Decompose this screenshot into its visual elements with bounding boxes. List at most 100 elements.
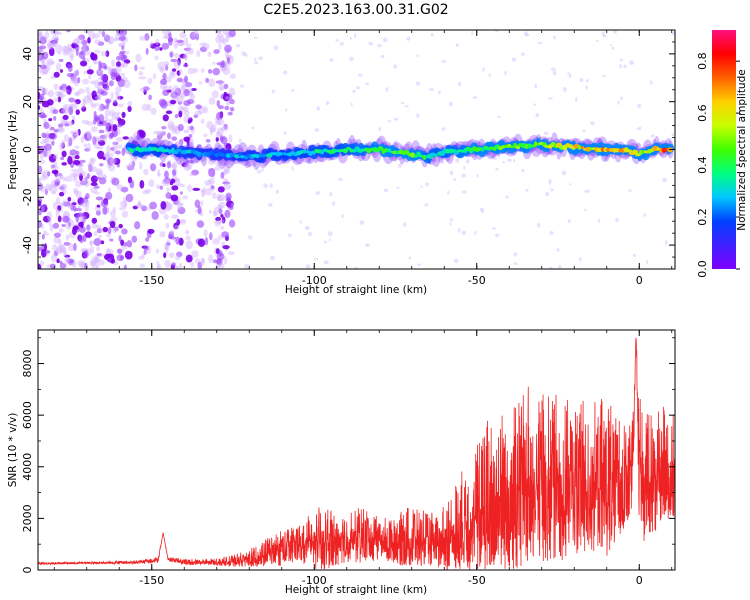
noise-blob [56, 258, 60, 264]
ridge-core [507, 143, 512, 148]
noise-blob [42, 70, 48, 75]
noise-blob [424, 203, 429, 207]
noise-blob [136, 202, 143, 209]
noise-blob [382, 37, 388, 43]
noise-blob [179, 92, 186, 98]
noise-blob [590, 121, 595, 126]
noise-blob [229, 98, 235, 105]
noise-blob [107, 40, 113, 45]
noise-blob [180, 218, 187, 223]
noise-blob [82, 181, 87, 186]
noise-blob [123, 264, 127, 269]
noise-blob [482, 67, 485, 72]
noise-blob [144, 188, 152, 193]
noise-blob [187, 184, 193, 193]
noise-blob [368, 154, 371, 159]
noise-blob [165, 202, 173, 211]
noise-blob [112, 37, 121, 42]
noise-blob [142, 190, 150, 195]
noise-blob [38, 45, 47, 50]
noise-blob [56, 31, 62, 36]
noise-blob [116, 248, 123, 255]
noise-blob [476, 173, 479, 178]
noise-blob [52, 30, 57, 37]
noise-blob [157, 169, 161, 177]
noise-blob [87, 133, 92, 141]
noise-blob [79, 202, 87, 208]
noise-blob [81, 39, 88, 46]
noise-blob [43, 121, 50, 130]
noise-blob [149, 163, 157, 172]
noise-blob [520, 52, 526, 56]
noise-blob [220, 225, 224, 230]
noise-blob [105, 50, 110, 57]
noise-blob [98, 259, 105, 266]
noise-blob [216, 252, 225, 261]
noise-blob [44, 30, 50, 39]
noise-blob [209, 232, 213, 241]
ridge-core [457, 149, 462, 153]
noise-blob [53, 115, 57, 121]
x-tick-label: -50 [468, 574, 486, 587]
noise-blob [211, 192, 217, 199]
colorbar-tick-label: 0.0 [696, 260, 709, 278]
noise-blob [72, 101, 78, 110]
noise-blob [637, 103, 642, 108]
noise-blob [578, 257, 582, 262]
noise-blob [73, 187, 79, 194]
noise-blob [66, 89, 72, 96]
noise-blob [45, 148, 52, 158]
noise-blob [195, 30, 199, 38]
noise-blob [123, 59, 131, 64]
noise-blob [401, 101, 405, 105]
noise-blob [256, 170, 262, 174]
noise-blob [53, 153, 59, 160]
ridge-core [477, 147, 483, 152]
noise-blob [197, 238, 206, 247]
noise-blob [108, 80, 114, 87]
noise-blob [62, 45, 67, 53]
noise-blob [107, 36, 115, 45]
noise-blob [157, 172, 161, 177]
noise-blob [521, 168, 525, 173]
noise-blob [92, 136, 97, 146]
noise-blob [178, 262, 183, 269]
noise-blob [100, 90, 108, 96]
noise-blob [110, 91, 114, 100]
noise-blob [65, 234, 70, 241]
noise-blob [102, 226, 109, 233]
noise-blob [224, 44, 232, 53]
noise-blob [227, 111, 233, 116]
noise-blob [176, 95, 184, 104]
noise-blob [177, 100, 183, 105]
noise-blob [136, 204, 145, 208]
noise-blob [80, 262, 86, 268]
noise-blob [50, 165, 57, 171]
noise-blob [94, 176, 101, 180]
noise-blob [75, 213, 80, 223]
noise-blob [38, 31, 44, 38]
noise-blob [123, 200, 127, 209]
noise-blob [220, 60, 225, 68]
noise-blob [64, 175, 73, 182]
noise-blob [86, 132, 91, 137]
noise-blob [111, 59, 115, 68]
noise-blob [113, 226, 119, 232]
noise-blob [254, 57, 257, 62]
noise-blob [184, 81, 193, 88]
noise-blob [171, 262, 176, 268]
noise-blob [132, 205, 138, 210]
noise-blob [45, 183, 52, 191]
noise-blob [113, 72, 120, 78]
noise-blob [165, 222, 170, 229]
noise-blob [471, 30, 474, 36]
noise-blob [62, 93, 66, 97]
noise-blob [341, 214, 344, 218]
noise-blob [91, 217, 98, 224]
noise-blob [162, 89, 170, 96]
noise-blob [226, 34, 233, 39]
noise-blob [177, 123, 184, 132]
noise-blob [218, 201, 226, 209]
noise-blob [143, 246, 149, 251]
noise-blob [200, 68, 205, 73]
